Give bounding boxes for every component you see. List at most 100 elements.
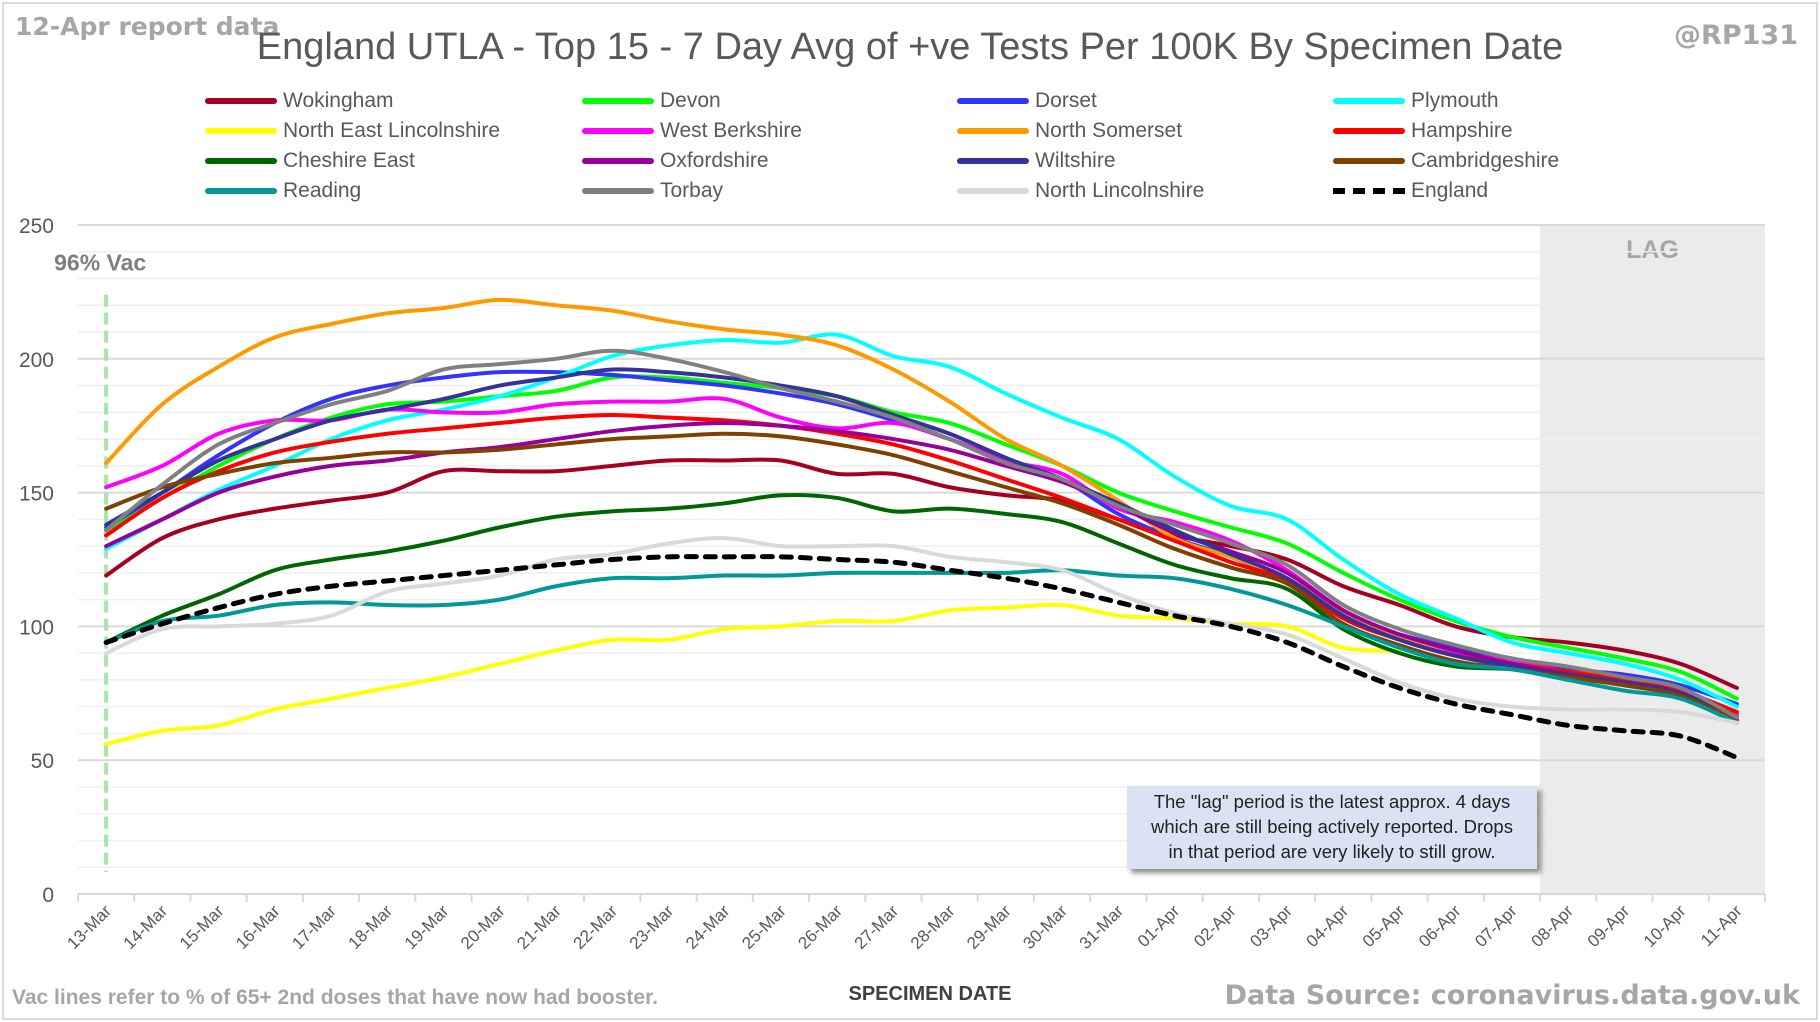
lag-note-line: which are still being actively reported.… (1151, 816, 1513, 837)
chart-title: England UTLA - Top 15 - 7 Day Avg of +ve… (256, 26, 1564, 68)
x-tick-label: 29-Mar (963, 901, 1015, 953)
x-tick-label: 14-Mar (120, 901, 172, 953)
lag-region (1540, 225, 1765, 894)
x-tick-label: 21-Mar (513, 901, 565, 953)
x-tick-label: 10-Apr (1640, 901, 1690, 951)
legend-swatch (1333, 158, 1405, 164)
legend-label: North East Lincolnshire (283, 119, 501, 142)
x-tick-label: 25-Mar (738, 901, 790, 953)
legend-label: Oxfordshire (660, 149, 769, 172)
legend-swatch (1333, 128, 1405, 134)
x-tick-label: 09-Apr (1584, 901, 1634, 951)
legend-swatch (205, 128, 277, 134)
legend-swatch (957, 98, 1029, 104)
legend-label: Devon (660, 89, 721, 112)
x-tick-label: 20-Mar (457, 901, 509, 953)
x-tick-label: 08-Apr (1527, 901, 1577, 951)
legend-item-devon: Devon (582, 86, 721, 116)
x-tick-label: 23-Mar (626, 901, 678, 953)
x-tick-label: 16-Mar (232, 901, 284, 953)
legend-label: Cheshire East (283, 149, 415, 172)
legend-label: North Somerset (1035, 119, 1183, 142)
author-handle: @RP131 (1674, 20, 1798, 51)
legend-label: Dorset (1035, 89, 1097, 112)
series-line-oxfordshire (104, 421, 1739, 723)
legend-label: North Lincolnshire (1035, 179, 1205, 202)
series-line-torbay (104, 348, 1739, 720)
legend-item-north-east-lincolnshire: North East Lincolnshire (205, 116, 500, 146)
legend-swatch (205, 98, 277, 104)
legend-swatch (957, 158, 1029, 164)
x-tick-label: 02-Apr (1190, 901, 1240, 951)
legend-item-cheshire-east: Cheshire East (205, 146, 415, 176)
legend-label: Hampshire (1411, 119, 1513, 142)
legend-swatch (957, 128, 1029, 134)
x-tick-label: 07-Apr (1471, 901, 1521, 951)
legend-swatch (1333, 98, 1405, 104)
legend-label: England (1411, 179, 1489, 202)
x-tick-label: 24-Mar (682, 901, 734, 953)
lag-note-line: in that period are very likely to still … (1168, 841, 1496, 862)
legend-swatch (205, 158, 277, 164)
x-tick-label: 19-Mar (401, 901, 453, 953)
x-tick-label: 06-Apr (1415, 901, 1465, 951)
series-line-north-lincolnshire (104, 536, 1739, 725)
series-line-reading (104, 568, 1739, 725)
legend-label: Torbay (660, 179, 724, 202)
x-tick-label: 03-Apr (1246, 901, 1296, 951)
legend-item-cambridgeshire: Cambridgeshire (1333, 146, 1559, 176)
legend-swatch (205, 188, 277, 194)
x-axis-title: SPECIMEN DATE (848, 983, 1012, 1005)
y-tick-label: 200 (19, 349, 54, 372)
series-line-cheshire-east (104, 492, 1739, 725)
lag-note-line: The "lag" period is the latest approx. 4… (1153, 791, 1511, 812)
legend-item-reading: Reading (205, 176, 361, 206)
x-tick-label: 17-Mar (288, 901, 340, 953)
y-tick-label: 150 (19, 483, 54, 506)
x-tick-label: 05-Apr (1359, 901, 1409, 951)
report-date-label: 12-Apr report data (15, 12, 280, 41)
legend-swatch (1333, 188, 1405, 194)
x-tick-label: 04-Apr (1303, 901, 1353, 951)
x-tick-label: 13-Mar (63, 901, 115, 953)
y-tick-label: 50 (31, 750, 54, 773)
x-tick-label: 26-Mar (794, 901, 846, 953)
legend-item-north-somerset: North Somerset (957, 116, 1182, 146)
series-line-wiltshire (104, 367, 1739, 720)
lag-label: LAG (1626, 236, 1679, 264)
x-tick-label: 27-Mar (851, 901, 903, 953)
x-tick-label: 28-Mar (907, 901, 959, 953)
x-tick-label: 01-Apr (1134, 901, 1184, 951)
legend-label: Wokingham (283, 89, 394, 112)
series-line-cambridgeshire (104, 431, 1739, 723)
series-line-england (103, 554, 1740, 761)
legend-swatch (582, 128, 654, 134)
legend-label: Wiltshire (1035, 149, 1116, 172)
legend-item-wiltshire: Wiltshire (957, 146, 1116, 176)
legend-item-hampshire: Hampshire (1333, 116, 1513, 146)
series-line-plymouth (104, 332, 1739, 709)
legend-swatch (582, 188, 654, 194)
legend-swatch (957, 188, 1029, 194)
legend-item-wokingham: Wokingham (205, 86, 394, 116)
series-line-wokingham (104, 457, 1739, 690)
legend-label: Cambridgeshire (1411, 149, 1560, 172)
x-tick-label: 22-Mar (570, 901, 622, 953)
vac-footnote: Vac lines refer to % of 65+ 2nd doses th… (12, 986, 658, 1009)
legend-item-plymouth: Plymouth (1333, 86, 1499, 116)
x-tick-label: 15-Mar (176, 901, 228, 953)
y-tick-label: 250 (19, 215, 54, 238)
x-tick-label: 30-Mar (1019, 901, 1071, 953)
legend-item-west-berkshire: West Berkshire (582, 116, 802, 146)
y-tick-label: 100 (19, 616, 54, 639)
legend-item-dorset: Dorset (957, 86, 1097, 116)
legend-item-oxfordshire: Oxfordshire (582, 146, 769, 176)
x-tick-label: 18-Mar (345, 901, 397, 953)
vac-label: 96% Vac (54, 249, 146, 275)
data-source: Data Source: coronavirus.data.gov.uk (1224, 980, 1800, 1011)
legend-label: Plymouth (1411, 89, 1499, 112)
x-tick-label: 11-Apr (1697, 901, 1746, 950)
legend-label: Reading (283, 179, 362, 202)
legend-item-torbay: Torbay (582, 176, 723, 206)
